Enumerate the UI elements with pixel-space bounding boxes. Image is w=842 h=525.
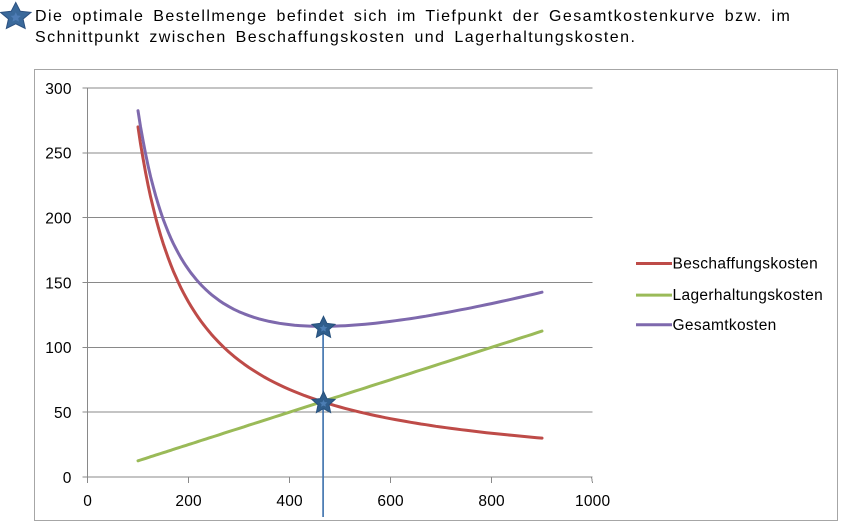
- svg-text:400: 400: [276, 493, 303, 510]
- svg-text:200: 200: [45, 211, 72, 228]
- svg-text:0: 0: [63, 470, 72, 487]
- svg-text:50: 50: [54, 405, 72, 422]
- svg-text:0: 0: [83, 493, 92, 510]
- svg-text:250: 250: [45, 146, 72, 163]
- svg-text:100: 100: [45, 340, 72, 357]
- svg-text:800: 800: [478, 493, 505, 510]
- svg-text:Lagerhaltungskosten: Lagerhaltungskosten: [673, 287, 824, 304]
- svg-text:1000: 1000: [575, 493, 610, 510]
- svg-text:150: 150: [45, 275, 72, 292]
- svg-text:600: 600: [377, 493, 404, 510]
- svg-text:200: 200: [175, 493, 202, 510]
- svg-text:Gesamtkosten: Gesamtkosten: [673, 317, 777, 334]
- svg-text:300: 300: [45, 81, 72, 98]
- svg-text:Beschaffungskosten: Beschaffungskosten: [673, 256, 819, 273]
